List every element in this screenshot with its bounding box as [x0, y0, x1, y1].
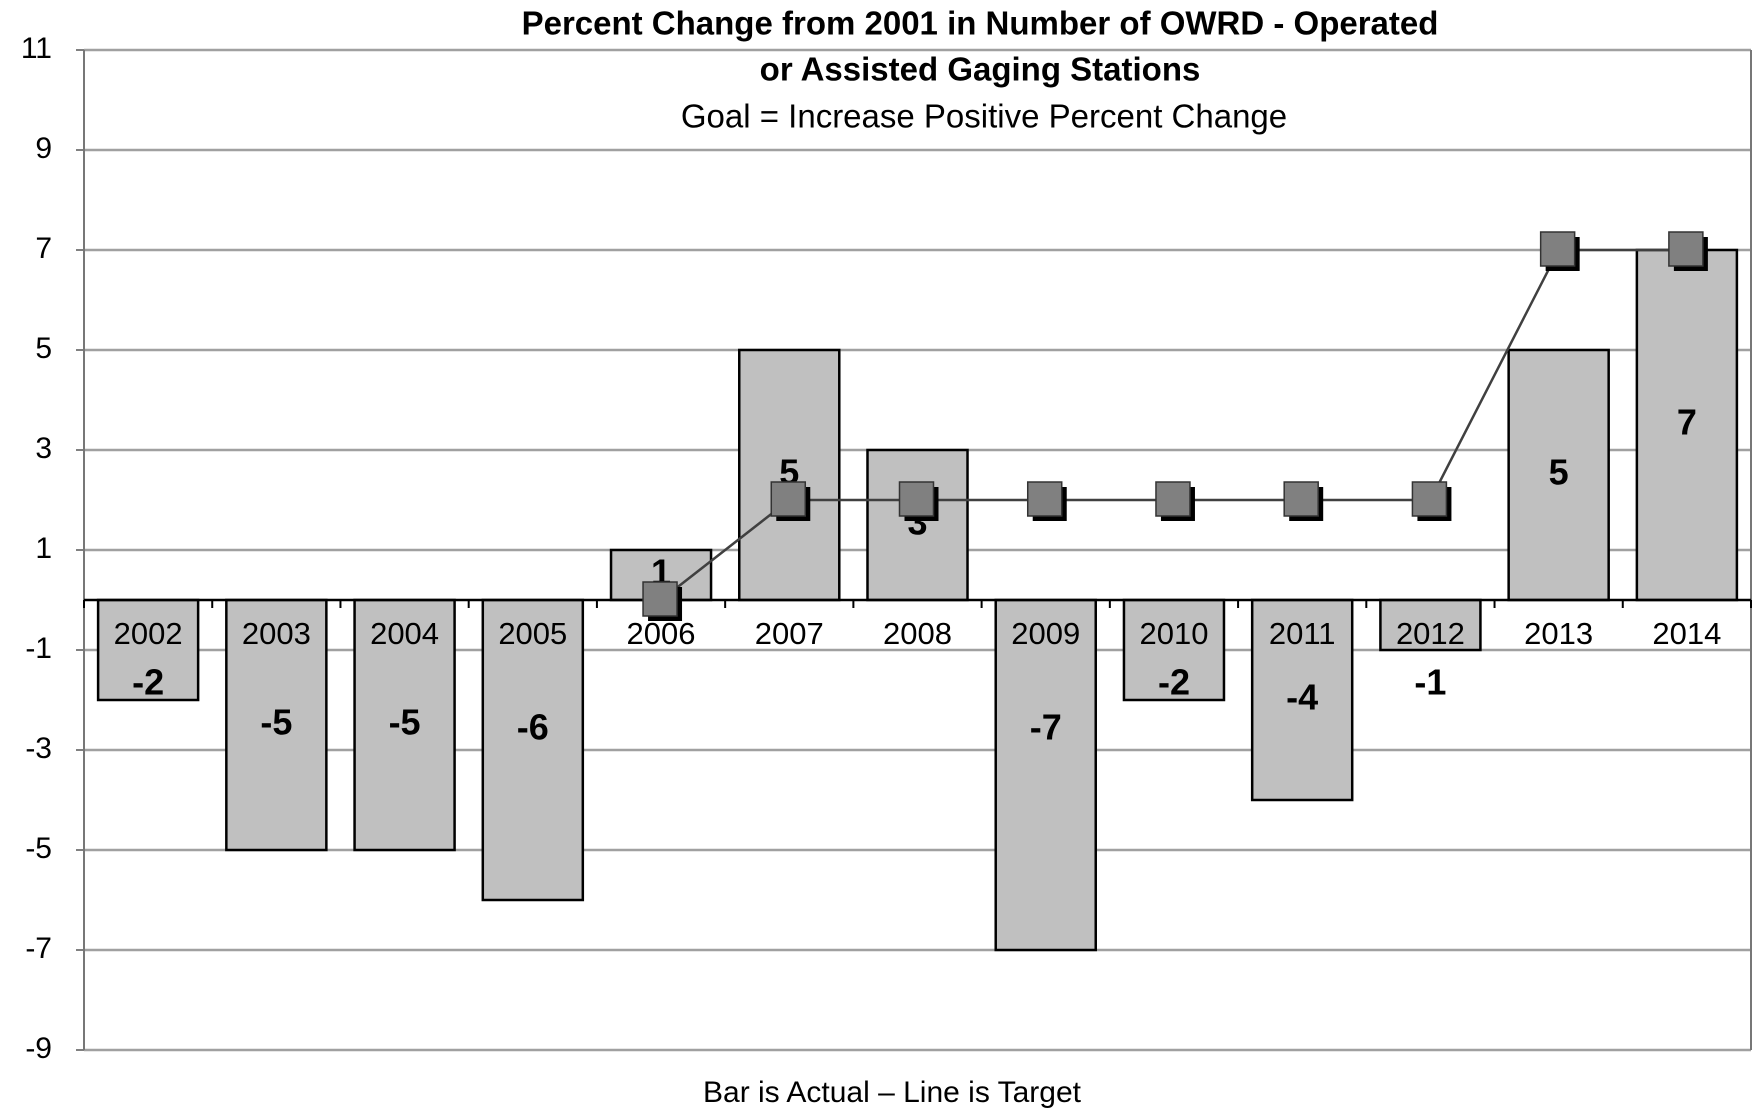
marker: [1155, 481, 1191, 517]
data-label: 7: [1677, 402, 1697, 443]
bar: [1250, 598, 1354, 802]
data-label: -2: [1158, 662, 1190, 703]
y-tick-label: -7: [25, 932, 52, 965]
bar: [1122, 598, 1226, 702]
marker: [770, 481, 807, 517]
data-label: -6: [517, 707, 549, 748]
marker: [1411, 481, 1448, 517]
x-tick-label: 2004: [370, 616, 439, 651]
chart-title: or Assisted Gaging Stations: [760, 51, 1201, 88]
data-label: -5: [389, 702, 421, 743]
bar: [738, 348, 841, 602]
bar: [1635, 248, 1739, 602]
x-tick-label: 2005: [498, 616, 567, 651]
x-tick-label: 2011: [1269, 616, 1336, 651]
marker: [898, 481, 935, 517]
y-tick-label: 5: [35, 332, 52, 365]
x-tick-label: 2012: [1396, 616, 1465, 651]
marker: [1539, 231, 1576, 267]
y-tick-label: 11: [21, 32, 52, 65]
bar: [1379, 598, 1482, 652]
bar: [994, 598, 1097, 952]
caption: Bar is Actual – Line is Target: [703, 1076, 1082, 1109]
bar: [1507, 348, 1610, 602]
y-tick-label: 9: [35, 132, 52, 165]
x-tick-label: 2013: [1524, 616, 1593, 651]
data-label: -7: [1030, 707, 1062, 748]
data-label: -4: [1286, 677, 1318, 718]
x-tick-label: 2008: [883, 616, 952, 651]
x-tick-label: 2006: [627, 616, 696, 651]
bar: [866, 448, 969, 602]
chart-subtitle: Goal = Increase Positive Percent Change: [681, 98, 1287, 135]
bar: [96, 598, 200, 702]
x-tick-label: 2007: [755, 616, 824, 651]
y-tick-label: -1: [25, 632, 52, 665]
data-label: -2: [132, 662, 164, 703]
y-tick-label: 1: [35, 532, 52, 565]
x-tick-label: 2010: [1139, 616, 1208, 651]
marker: [1026, 481, 1063, 517]
y-tick-label: 7: [35, 232, 52, 265]
data-label: -5: [260, 702, 292, 743]
x-tick-label: 2003: [242, 616, 311, 651]
y-tick-label: -9: [25, 1032, 52, 1065]
y-tick-label: -3: [25, 732, 52, 765]
x-tick-label: 2014: [1652, 616, 1721, 651]
y-tick-label: 3: [35, 432, 52, 465]
data-label: 5: [1549, 452, 1569, 493]
y-tick-label: -5: [25, 832, 52, 865]
marker: [1283, 481, 1319, 517]
x-tick-label: 2002: [114, 616, 183, 651]
x-tick-label: 2009: [1011, 616, 1080, 651]
bar: [225, 598, 328, 852]
marker: [642, 581, 678, 617]
chart-title: Percent Change from 2001 in Number of OW…: [522, 5, 1439, 42]
marker: [1668, 231, 1704, 267]
data-label: -1: [1414, 662, 1446, 703]
